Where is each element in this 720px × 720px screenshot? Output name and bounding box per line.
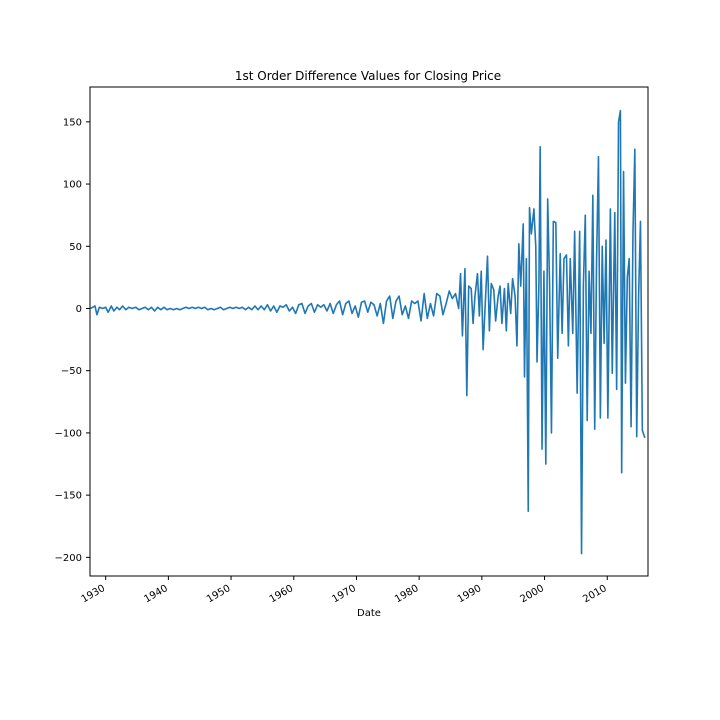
y-tick-label: −200 — [55, 553, 82, 564]
y-tick-label: −50 — [61, 366, 82, 377]
y-tick-label: −150 — [55, 491, 82, 502]
x-tick-label: 2000 — [519, 583, 547, 605]
chart-title: 1st Order Difference Values for Closing … — [235, 69, 501, 83]
y-tick-label: 0 — [76, 304, 82, 315]
x-tick-label: 1970 — [330, 583, 358, 605]
series-line — [90, 109, 646, 555]
x-tick-label: 1990 — [456, 583, 484, 605]
x-axis-label: Date — [357, 608, 381, 619]
axes-frame — [89, 86, 649, 577]
y-tick-label: 50 — [69, 242, 82, 253]
x-axis: 1930 1940 1950 1960 1970 1980 1990 2000 2010 — [80, 576, 609, 605]
plot-area — [90, 109, 646, 555]
y-tick-label: −100 — [55, 428, 82, 439]
x-tick-label: 1930 — [80, 583, 108, 605]
y-axis: 150 100 50 0 −50 −100 −150 −200 — [55, 117, 90, 564]
y-tick-label: 100 — [63, 180, 82, 191]
x-tick-label: 2010 — [581, 583, 609, 605]
x-tick-label: 1950 — [205, 583, 233, 605]
y-tick-label: 150 — [63, 117, 82, 128]
x-tick-label: 1940 — [142, 583, 170, 605]
x-tick-label: 1980 — [393, 583, 421, 605]
x-tick-label: 1960 — [268, 583, 296, 605]
